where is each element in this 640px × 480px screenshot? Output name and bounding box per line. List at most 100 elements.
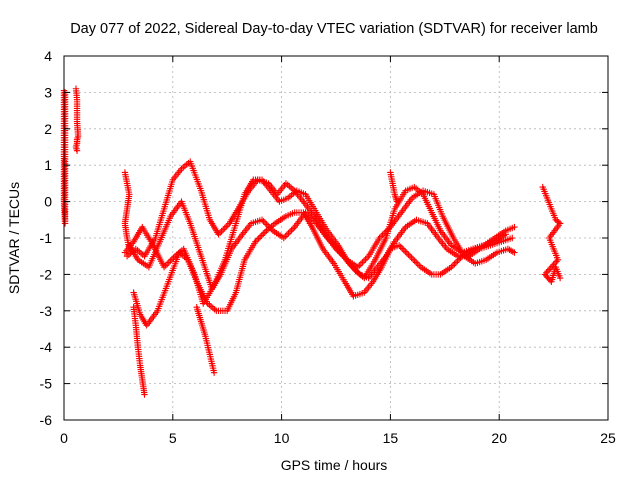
- x-tick-label: 25: [600, 430, 616, 446]
- y-tick-label: -1: [40, 230, 53, 246]
- data-point: [141, 391, 148, 398]
- data-point: [73, 147, 81, 154]
- data-point: [376, 234, 383, 242]
- data-point: [170, 254, 177, 261]
- data-point: [339, 251, 346, 259]
- y-tick-label: -6: [40, 412, 53, 428]
- data-point: [335, 248, 343, 256]
- data-point: [332, 245, 340, 253]
- data-point: [223, 223, 230, 230]
- x-axis: 0 5 10 15 20 25: [60, 56, 616, 446]
- data-point: [342, 255, 349, 262]
- data-point: [362, 256, 369, 263]
- data-point: [402, 248, 409, 255]
- data-point: [337, 250, 344, 257]
- data-point: [452, 259, 460, 266]
- y-axis: -6 -5 -4 -3 -2 -1 0 1 2 3 4: [40, 48, 608, 428]
- data-point: [397, 243, 404, 251]
- data-point: [509, 234, 516, 242]
- data-point: [511, 249, 518, 256]
- data-point: [334, 247, 341, 254]
- data-point: [216, 229, 224, 236]
- data-point: [411, 257, 418, 265]
- series-track-7: [193, 303, 218, 376]
- data-point: [409, 256, 417, 263]
- series-track-5: [130, 303, 148, 398]
- series-track-4: [123, 158, 518, 282]
- data-point: [286, 228, 294, 235]
- data-point: [261, 229, 269, 236]
- data-point: [449, 262, 457, 269]
- data-point: [285, 230, 292, 237]
- data-point: [167, 257, 174, 265]
- data-point: [280, 234, 287, 242]
- data-point: [282, 233, 289, 240]
- data-point: [357, 260, 365, 268]
- y-tick-label: -3: [40, 303, 53, 319]
- chart-title: Day 077 of 2022, Sidereal Day-to-day VTE…: [70, 21, 598, 37]
- data-point: [260, 218, 267, 225]
- data-point: [416, 262, 423, 269]
- data-point: [451, 260, 458, 268]
- data-point: [305, 212, 312, 219]
- data-point: [511, 223, 518, 231]
- series-track-6: [121, 169, 133, 253]
- data-point: [455, 256, 463, 263]
- data-point: [556, 274, 564, 282]
- data-point: [288, 227, 295, 234]
- data-point: [221, 224, 228, 232]
- data-point: [266, 224, 273, 231]
- y-tick-label: 0: [44, 194, 52, 210]
- data-point: [289, 225, 297, 232]
- y-tick-label: -4: [40, 339, 53, 355]
- data-point: [377, 233, 385, 240]
- y-tick-label: 4: [44, 48, 52, 64]
- data-point: [165, 259, 172, 266]
- data-point: [363, 254, 371, 261]
- data-point: [256, 233, 264, 241]
- data-point: [448, 263, 455, 271]
- data-point: [413, 259, 420, 266]
- y-tick-label: -2: [40, 266, 53, 282]
- data-point: [340, 253, 347, 260]
- x-tick-label: 10: [274, 430, 290, 446]
- series-track-9: [539, 183, 564, 285]
- data-point: [218, 228, 225, 235]
- data-point: [164, 260, 171, 268]
- data-point: [303, 210, 311, 218]
- data-point: [265, 222, 272, 230]
- data-point: [219, 226, 227, 233]
- data-points: [60, 85, 564, 398]
- data-point: [253, 236, 261, 244]
- data-point: [268, 225, 275, 233]
- series-early-b: [72, 85, 82, 154]
- y-tick-label: -5: [40, 376, 53, 392]
- data-point: [215, 231, 222, 238]
- data-point: [414, 260, 421, 268]
- data-point: [263, 221, 270, 228]
- data-point: [258, 216, 266, 223]
- y-tick-label: 2: [44, 121, 52, 137]
- data-point: [360, 257, 368, 265]
- x-tick-label: 0: [60, 430, 68, 446]
- data-point: [393, 198, 401, 205]
- data-point: [252, 238, 259, 245]
- data-point: [255, 235, 262, 242]
- data-point: [403, 249, 411, 257]
- data-point: [283, 231, 291, 239]
- x-axis-label: GPS time / hours: [281, 457, 388, 473]
- data-point: [261, 219, 269, 227]
- data-point: [405, 251, 412, 258]
- y-axis-label: SDTVAR / TECUs: [6, 182, 22, 294]
- data-point: [160, 263, 168, 271]
- y-tick-label: 3: [44, 84, 52, 100]
- data-point: [395, 242, 403, 249]
- data-point: [126, 245, 133, 253]
- data-point: [260, 230, 267, 238]
- data-point: [224, 221, 232, 229]
- data-point: [406, 253, 414, 260]
- data-point: [379, 231, 386, 239]
- series-track-8: [387, 169, 401, 205]
- data-point: [210, 369, 218, 376]
- data-point: [408, 254, 415, 261]
